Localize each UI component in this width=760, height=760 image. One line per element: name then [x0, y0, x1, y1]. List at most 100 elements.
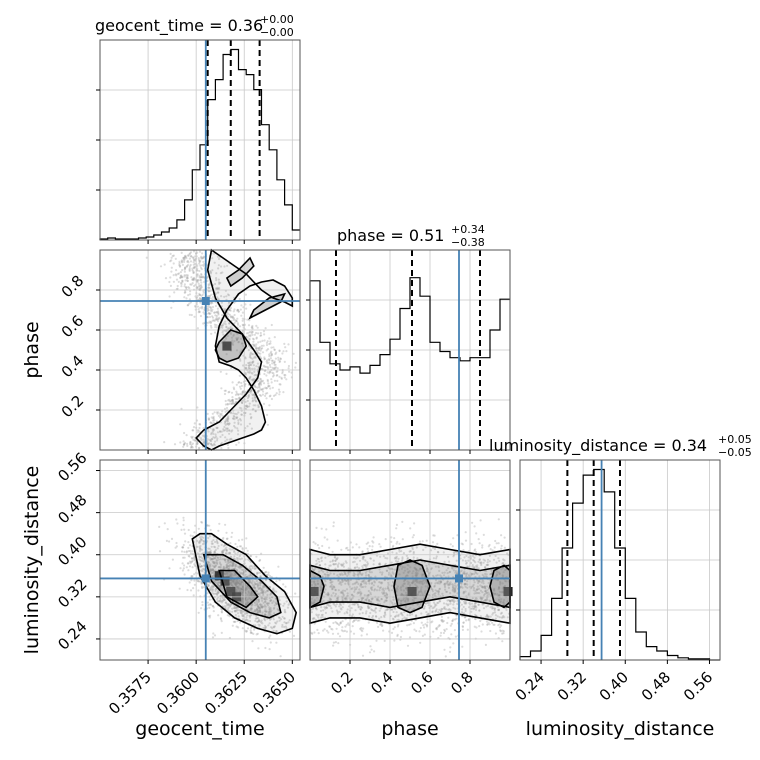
scatter-distance-vs-phase-point — [392, 627, 395, 631]
scatter-phase-vs-geocent-time-point — [268, 353, 271, 356]
scatter-phase-vs-geocent-time-point — [239, 337, 242, 340]
scatter-distance-vs-geocent-time-point — [257, 618, 261, 621]
scatter-phase-vs-geocent-time-point — [269, 387, 272, 390]
scatter-distance-vs-geocent-time-point — [220, 611, 224, 614]
scatter-phase-vs-geocent-time-point — [222, 428, 225, 431]
scatter-distance-vs-geocent-time-point — [257, 605, 260, 608]
scatter-distance-vs-geocent-time-point — [260, 619, 263, 622]
scatter-distance-vs-phase-point — [361, 630, 364, 633]
scatter-distance-vs-phase-point — [313, 631, 316, 634]
scatter-phase-vs-geocent-time-point — [207, 438, 210, 441]
scatter-distance-vs-geocent-time-point — [228, 615, 231, 618]
scatter-distance-vs-geocent-time-point — [226, 573, 229, 576]
scatter-distance-vs-geocent-time-point — [244, 629, 247, 632]
scatter-distance-vs-geocent-time-point — [244, 592, 247, 595]
scatter-phase-vs-geocent-time-point — [215, 420, 219, 423]
scatter-distance-vs-phase-point — [390, 536, 393, 539]
scatter-distance-vs-geocent-time-point — [213, 550, 216, 553]
scatter-distance-vs-geocent-time-point — [260, 603, 263, 606]
scatter-distance-vs-geocent-time-point — [280, 618, 283, 621]
scatter-distance-vs-geocent-time-point — [214, 556, 217, 560]
scatter-distance-vs-geocent-time-point — [264, 600, 267, 603]
scatter-distance-vs-geocent-time-point — [234, 605, 237, 608]
scatter-phase-vs-geocent-time-point — [183, 431, 186, 435]
scatter-distance-vs-geocent-time-point — [229, 573, 232, 576]
scatter-distance-vs-geocent-time-point — [250, 581, 253, 584]
scatter-phase-vs-geocent-time-point — [192, 261, 195, 264]
scatter-distance-vs-geocent-time-point — [237, 539, 240, 542]
scatter-distance-vs-geocent-time-point — [258, 624, 261, 627]
scatter-distance-vs-geocent-time-point — [250, 607, 253, 610]
scatter-phase-vs-geocent-time-point — [200, 281, 203, 284]
scatter-distance-vs-geocent-time-point — [250, 565, 254, 568]
scatter-distance-vs-phase-point — [335, 627, 338, 630]
scatter-distance-vs-geocent-time-point — [269, 599, 272, 602]
scatter-distance-vs-geocent-time-point — [223, 598, 226, 601]
scatter-distance-vs-geocent-time-point — [222, 545, 225, 548]
scatter-phase-vs-geocent-time-point — [232, 417, 235, 420]
scatter-distance-vs-geocent-time-point — [233, 620, 236, 623]
scatter-distance-vs-phase-point — [500, 544, 503, 548]
scatter-phase-vs-geocent-time-point — [240, 413, 243, 416]
scatter-phase-vs-geocent-time-point — [214, 433, 217, 436]
scatter-phase-vs-geocent-time-point — [199, 437, 202, 440]
scatter-phase-vs-geocent-time-point — [210, 422, 214, 425]
scatter-phase-vs-geocent-time-point — [223, 265, 226, 268]
scatter-phase-vs-geocent-time-point — [250, 371, 253, 374]
scatter-distance-vs-geocent-time-point — [202, 552, 205, 555]
scatter-distance-vs-geocent-time-point — [187, 546, 190, 550]
scatter-phase-vs-geocent-time-point — [268, 363, 271, 367]
scatter-phase-vs-geocent-time-point — [208, 312, 211, 316]
scatter-distance-vs-phase-point — [332, 521, 335, 524]
scatter-distance-vs-geocent-time-point — [210, 542, 213, 545]
scatter-phase-vs-geocent-time-point — [234, 393, 237, 396]
scatter-phase-vs-geocent-time-point — [164, 277, 168, 280]
scatter-distance-vs-geocent-time-point — [163, 522, 166, 525]
scatter-phase-vs-geocent-time-point — [225, 372, 228, 375]
scatter-phase-vs-geocent-time-point — [244, 303, 247, 306]
scatter-distance-vs-geocent-time-point — [254, 604, 257, 607]
scatter-phase-vs-geocent-time-point — [227, 391, 230, 394]
scatter-phase-vs-geocent-time-point — [263, 357, 266, 360]
scatter-distance-vs-geocent-time-point — [268, 597, 271, 600]
scatter-phase-vs-geocent-time-point — [219, 414, 222, 417]
scatter-phase-vs-geocent-time-point — [268, 337, 271, 340]
scatter-distance-vs-geocent-time-point — [256, 610, 260, 614]
scatter-phase-vs-geocent-time-point — [265, 387, 268, 390]
scatter-phase-vs-geocent-time-point — [218, 316, 221, 319]
scatter-distance-vs-geocent-time-point — [219, 566, 222, 569]
scatter-phase-vs-geocent-time-point — [186, 304, 189, 307]
scatter-distance-vs-phase-point — [478, 625, 481, 628]
scatter-distance-vs-geocent-time-point — [275, 622, 278, 625]
scatter-phase-vs-geocent-time-point — [268, 355, 271, 358]
scatter-distance-vs-geocent-time-point — [236, 586, 239, 589]
scatter-distance-vs-geocent-time-point — [200, 556, 203, 559]
scatter-distance-vs-phase-point — [461, 628, 464, 632]
scatter-distance-vs-geocent-time-point — [194, 524, 197, 527]
scatter-phase-vs-geocent-time-point — [209, 294, 212, 298]
scatter-distance-vs-geocent-time — [158, 516, 297, 658]
scatter-distance-vs-geocent-time-point — [232, 579, 235, 582]
scatter-distance-vs-phase-point — [362, 627, 365, 630]
scatter-distance-vs-geocent-time-point — [231, 564, 234, 567]
scatter-distance-vs-geocent-time-point — [247, 579, 250, 582]
scatter-phase-vs-geocent-time-point — [190, 255, 193, 258]
scatter-phase-vs-geocent-time-point — [253, 367, 256, 370]
scatter-distance-vs-geocent-time-point — [235, 579, 239, 582]
scatter-distance-vs-geocent-time-point — [261, 591, 265, 594]
scatter-phase-vs-geocent-time-point — [258, 383, 261, 387]
scatter-phase-vs-geocent-time-point — [244, 411, 247, 414]
scatter-distance-vs-geocent-time-point — [240, 583, 243, 586]
scatter-distance-vs-geocent-time-point — [236, 590, 239, 593]
scatter-distance-vs-geocent-time-point — [218, 566, 221, 569]
scatter-phase-vs-geocent-time-point — [229, 400, 232, 403]
scatter-distance-vs-geocent-time-point — [257, 587, 260, 591]
scatter-distance-vs-geocent-time-point — [212, 588, 215, 591]
scatter-phase-vs-geocent-time-point — [200, 256, 203, 259]
scatter-phase-vs-geocent-time-point — [196, 442, 199, 446]
scatter-phase-vs-geocent-time-point — [194, 262, 197, 265]
scatter-phase-vs-geocent-time-point — [182, 440, 185, 443]
scatter-phase-vs-geocent-time-point — [216, 255, 220, 258]
scatter-distance-vs-geocent-time-point — [212, 557, 215, 560]
scatter-distance-vs-geocent-time-point — [244, 603, 247, 606]
